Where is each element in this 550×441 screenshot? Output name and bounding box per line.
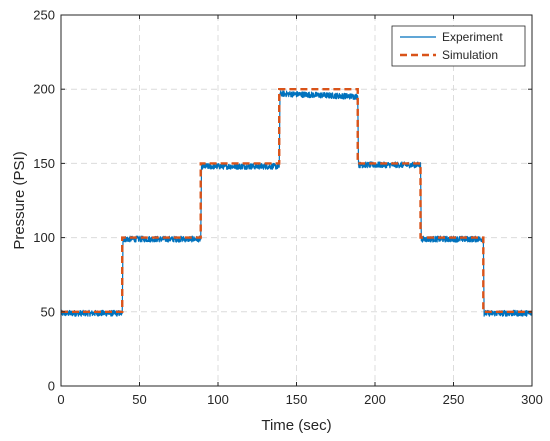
- y-tick-label: 250: [33, 8, 55, 23]
- series-line-simulation: [61, 88, 532, 313]
- legend-box: [391, 25, 526, 67]
- legend-label-simulation: Simulation: [442, 48, 498, 62]
- series-line-experiment: [60, 90, 533, 317]
- x-tick-label: 200: [364, 392, 386, 407]
- y-tick-label: 200: [33, 82, 55, 97]
- legend: Experiment Simulation: [391, 25, 526, 67]
- x-tick-label: 50: [132, 392, 146, 407]
- y-tick-label: 0: [48, 379, 55, 394]
- legend-label-experiment: Experiment: [442, 30, 503, 44]
- y-tick-label: 100: [33, 230, 55, 245]
- series-layer: [60, 88, 533, 317]
- ticks: 0 50 100 150 200 250 300 0 50 100 150 200 250: [33, 8, 543, 408]
- y-tick-label: 50: [41, 304, 55, 319]
- x-tick-label: 150: [286, 392, 308, 407]
- y-axis-label: Pressure (PSI): [11, 151, 28, 249]
- x-axis-label: Time (sec): [261, 417, 331, 434]
- x-tick-label: 300: [521, 392, 543, 407]
- y-tick-label: 150: [33, 156, 55, 171]
- x-tick-label: 100: [207, 392, 229, 407]
- grid: [61, 15, 532, 386]
- x-tick-label: 250: [443, 392, 465, 407]
- x-tick-label: 0: [57, 392, 64, 407]
